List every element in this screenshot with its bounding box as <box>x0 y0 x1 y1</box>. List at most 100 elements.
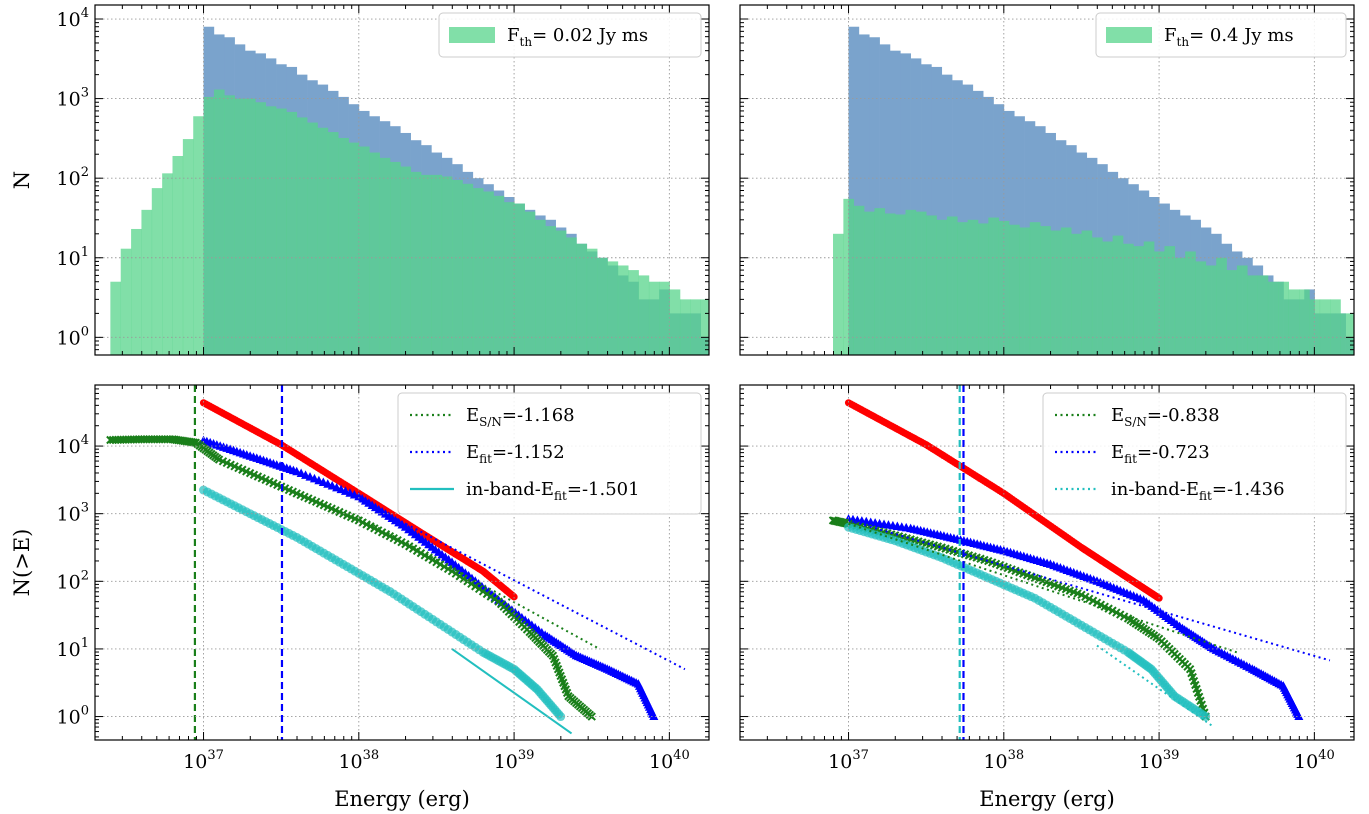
hist-bar <box>431 174 443 355</box>
hist-bar <box>967 219 979 355</box>
y-tick-label: 100 <box>57 704 89 729</box>
hist-bar <box>245 98 256 355</box>
hist-bar <box>889 50 901 355</box>
legend-label: Fth= 0.4 Jy ms <box>1164 25 1294 49</box>
chart-top-right: Fth= 0.4 Jy ms <box>739 4 1355 356</box>
fit-line <box>848 519 1331 662</box>
hist-bar <box>853 205 865 355</box>
hist-bar <box>848 26 860 355</box>
hist-bar <box>721 313 732 355</box>
hist-bar <box>421 174 432 355</box>
y-tick-label: 102 <box>57 165 89 190</box>
hist-bar <box>1009 224 1020 355</box>
hist-bar <box>910 58 922 355</box>
legend <box>1042 392 1347 515</box>
hist-bar <box>895 214 906 355</box>
fit-line <box>1096 644 1215 728</box>
hist-bar <box>617 265 629 355</box>
plot-frame <box>739 4 1355 356</box>
hist-bar <box>936 219 948 355</box>
hist-bar <box>858 34 870 355</box>
hist-bar <box>1164 246 1176 355</box>
hist-bar <box>931 66 943 355</box>
hist-bar <box>1133 246 1145 355</box>
hist-bar <box>864 211 875 355</box>
hist-bar <box>224 95 235 355</box>
hist-bar <box>120 248 132 355</box>
hist-bar <box>1040 226 1051 355</box>
hist-bar <box>711 337 722 355</box>
hist-bar <box>843 198 855 355</box>
hist-bar <box>493 195 505 355</box>
hist-bar <box>669 289 681 355</box>
hist-bar <box>597 257 608 355</box>
legend-label: in-band-Efit=-1.436 <box>1111 479 1285 503</box>
hist-bar <box>1278 281 1290 355</box>
hist-bar <box>957 222 968 355</box>
hist-bar <box>1216 257 1227 355</box>
y-tick-label: 103 <box>57 86 89 111</box>
hist-bar <box>524 211 536 355</box>
fit-line <box>358 516 600 650</box>
hist-bar <box>410 171 422 355</box>
hist-bar <box>659 281 670 355</box>
hist-bar <box>390 161 401 355</box>
plot-area <box>106 385 686 740</box>
hist-bar <box>441 176 453 355</box>
hist-bar <box>503 202 515 355</box>
legend <box>1095 12 1347 58</box>
hist-bar <box>1236 265 1248 355</box>
x-tick-label: 1039 <box>1139 748 1180 773</box>
hist-bar <box>545 226 557 355</box>
hist-bar <box>276 108 287 355</box>
y-tick-label: 104 <box>57 6 89 31</box>
hist-bar <box>1226 270 1238 355</box>
hist-bar <box>884 213 896 355</box>
hist-bar <box>327 132 339 355</box>
hist-bar <box>1257 275 1269 355</box>
x-tick-label: 1037 <box>183 748 224 773</box>
hist-bar <box>1143 241 1155 355</box>
hist-bar <box>131 228 142 355</box>
hist-bar <box>1309 299 1321 355</box>
hist-bar <box>1102 241 1113 355</box>
hist-bar <box>607 261 619 355</box>
hist-bar <box>905 209 917 355</box>
hist-bar <box>296 117 308 355</box>
hist-bar <box>1340 313 1352 355</box>
hist-bar <box>1112 235 1124 355</box>
hist-bar <box>234 98 246 355</box>
hist-bar <box>358 146 370 355</box>
hist-bar <box>1071 233 1082 355</box>
hist-bar <box>700 299 709 355</box>
hist-bar <box>869 37 880 355</box>
chart-top-left: 100 101 102 103 104 N Fth= 0.02 Jy ms <box>10 4 732 356</box>
hist-bar <box>879 44 891 355</box>
hist-bar <box>1299 289 1310 355</box>
legend-swatch <box>1106 27 1152 43</box>
hist-bar <box>172 155 184 355</box>
hist-bar <box>1350 313 1354 355</box>
hist-bar <box>203 96 215 355</box>
hist-bar <box>555 230 567 355</box>
hist-bar <box>648 281 660 355</box>
hist-bar <box>462 183 474 355</box>
hist-bar <box>1060 227 1072 355</box>
hist-bar <box>151 188 163 355</box>
data-point <box>1294 711 1304 721</box>
hist-bar <box>1081 230 1093 355</box>
legend-label: Efit=-0.723 <box>1111 442 1210 466</box>
y-tick-label: 103 <box>57 501 89 526</box>
hist-bar <box>400 166 412 355</box>
hist-bar <box>255 102 267 355</box>
hist-bar <box>182 139 194 355</box>
plot-area <box>833 26 1354 355</box>
hist-bar <box>874 208 886 355</box>
y-tick-label: 101 <box>57 636 89 661</box>
plot-area <box>110 26 732 355</box>
x-tick-label: 1037 <box>828 748 869 773</box>
hist-bar <box>141 209 153 355</box>
hist-bar <box>1154 251 1165 355</box>
hist-bar <box>369 152 380 355</box>
x-tick-label: 1038 <box>983 748 1024 773</box>
